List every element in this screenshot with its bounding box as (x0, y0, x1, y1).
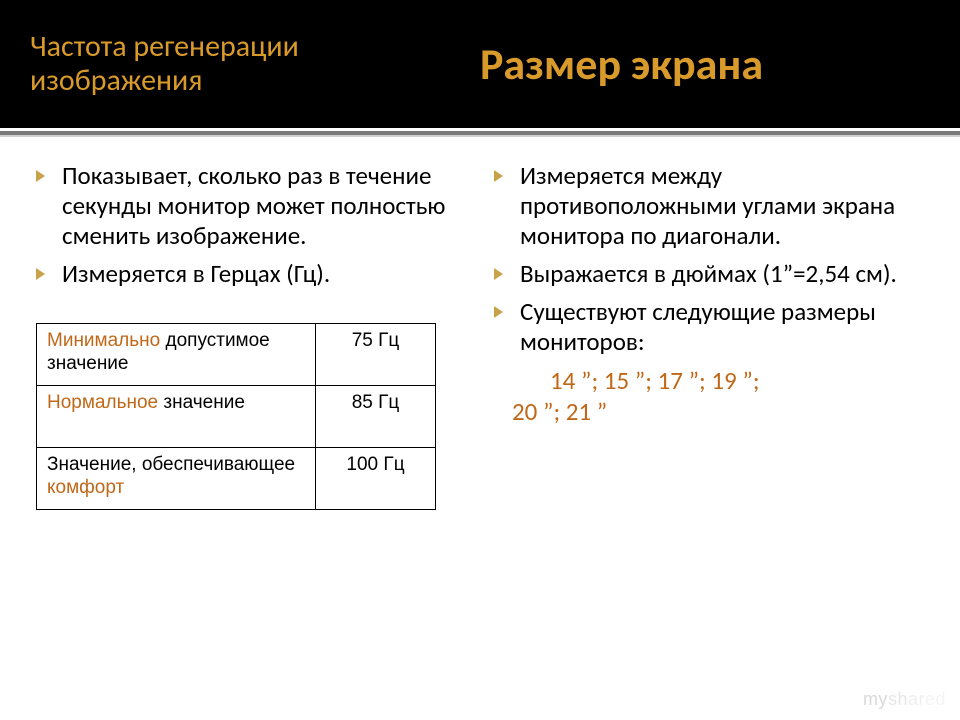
list-item: Существуют следующие размеры мониторов: (488, 297, 930, 357)
label-text: Значение, обеспечивающее (47, 454, 295, 475)
watermark: myshared (863, 689, 946, 710)
header-right-title: Размер экрана (470, 37, 930, 91)
left-column: Показывает, сколько раз в течение секунд… (30, 161, 470, 510)
frequency-table: Минимально допустимое значение 75 Гц Нор… (36, 323, 436, 510)
table-cell-value: 100 Гц (316, 448, 436, 510)
list-item: Показывает, сколько раз в течение секунд… (30, 161, 470, 251)
slide-header: Частота регенерации изображения Размер э… (0, 0, 960, 128)
list-item: Выражается в дюймах (1”=2,54 см). (488, 259, 930, 289)
highlight-text: комфорт (47, 477, 124, 498)
table-cell-label: Минимально допустимое значение (37, 324, 316, 386)
right-column: Измеряется между противоположными углами… (488, 161, 930, 510)
left-bullet-list: Показывает, сколько раз в течение секунд… (30, 161, 470, 289)
table-cell-value: 85 Гц (316, 386, 436, 448)
label-text: значение (158, 392, 245, 413)
sizes-text: 14 ”; 15 ”; 17 ”; 19 ”; (488, 365, 930, 396)
table-cell-label: Значение, обеспечивающее комфорт (37, 448, 316, 510)
highlight-text: Минимально (47, 330, 160, 351)
header-left-title: Частота регенерации изображения (30, 30, 470, 99)
table-cell-label: Нормальное значение (37, 386, 316, 448)
table-row: Значение, обеспечивающее комфорт 100 Гц (37, 448, 436, 510)
list-item: Измеряется в Герцах (Гц). (30, 259, 470, 289)
content-area: Показывает, сколько раз в течение секунд… (0, 137, 960, 510)
highlight-text: Нормальное (47, 392, 158, 413)
right-bullet-list: Измеряется между противоположными углами… (488, 161, 930, 357)
sizes-text: 20 ”; 21 ” (488, 396, 930, 427)
list-item: Измеряется между противоположными углами… (488, 161, 930, 251)
table-row: Нормальное значение 85 Гц (37, 386, 436, 448)
table-cell-value: 75 Гц (316, 324, 436, 386)
table-row: Минимально допустимое значение 75 Гц (37, 324, 436, 386)
